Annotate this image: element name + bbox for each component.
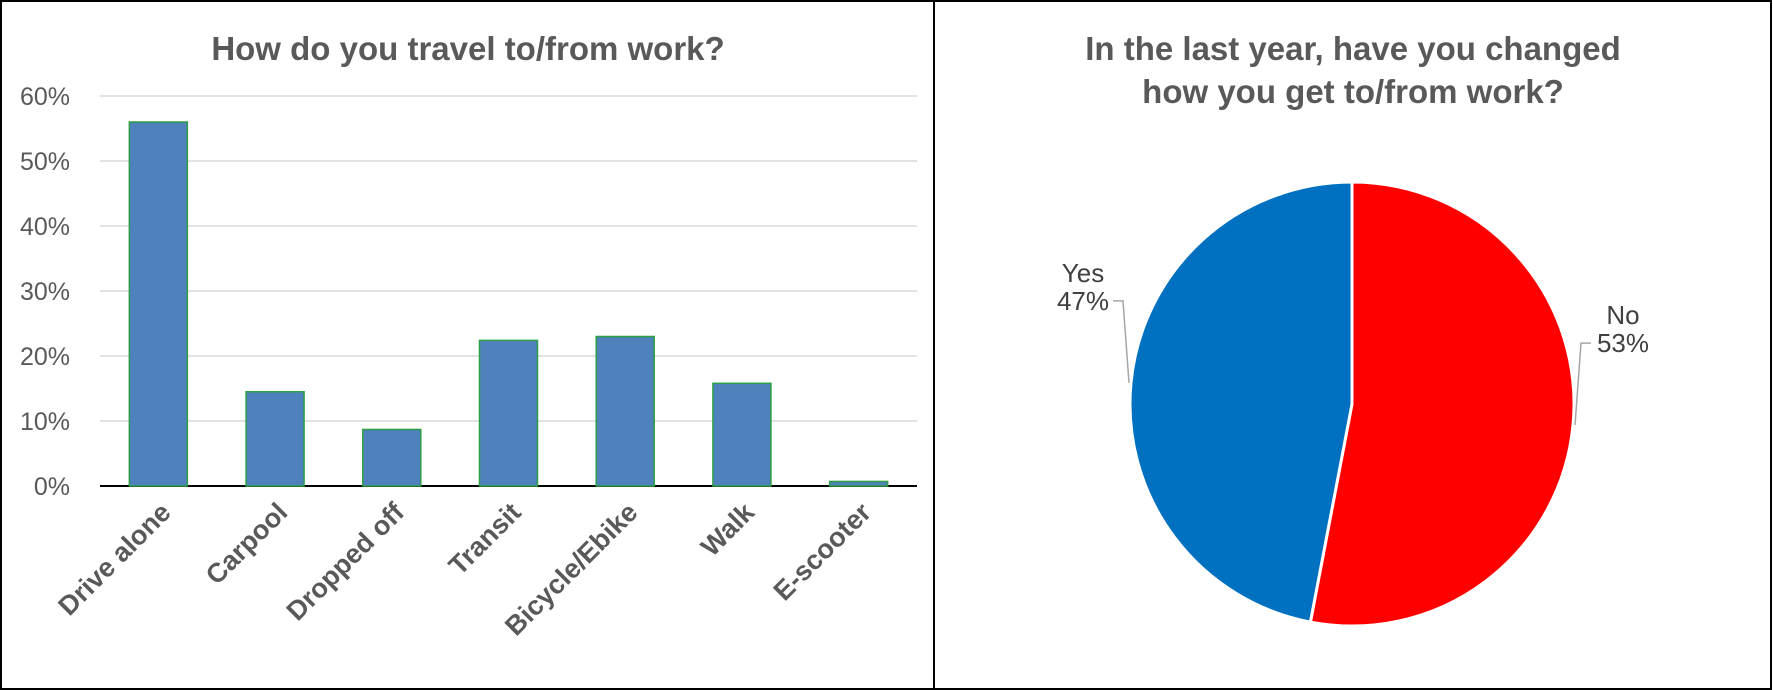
bar-category-label: Walk <box>695 496 761 562</box>
bar-transit <box>478 339 539 487</box>
bar-y-tick-label: 10% <box>20 408 70 436</box>
bar-y-axis-ticks: 0% 10% 20% 30% 40% 50% 60% <box>20 83 70 501</box>
pie-label-yes: Yes <box>1062 258 1104 288</box>
bar-chart-title: How do you travel to/from work? <box>211 30 724 67</box>
pie-panel-border <box>933 0 1772 690</box>
bar-carpool <box>245 391 305 487</box>
bar-e-scooter <box>828 480 889 487</box>
pie-value-no: 53% <box>1597 328 1649 358</box>
pie-leader-line <box>1112 300 1130 383</box>
bar-category-label: Transit <box>443 497 527 581</box>
bar-category-label: Dropped off <box>281 496 411 626</box>
bar-y-tick-label: 0% <box>34 473 70 501</box>
bar-series <box>128 121 889 487</box>
bar-y-tick-label: 30% <box>20 278 70 306</box>
pie-chart-title-line1: In the last year, have you changed <box>1085 30 1621 67</box>
pie-leader-line <box>1574 342 1592 426</box>
bar-category-label: E-scooter <box>768 497 878 607</box>
pie-slices <box>1128 180 1576 628</box>
pie-chart-title-line2: how you get to/from work? <box>1142 73 1564 110</box>
bar-bicycle-ebike <box>595 335 655 487</box>
bar-y-tick-label: 40% <box>20 213 70 241</box>
bar-category-label: Drive alone <box>52 497 176 621</box>
bar-y-tick-label: 20% <box>20 343 70 371</box>
bar-y-tick-label: 60% <box>20 83 70 111</box>
bar-walk <box>712 382 772 487</box>
pie-slice-yes <box>1128 180 1354 624</box>
pie-slice-no <box>1308 180 1576 628</box>
bar-drive-alone <box>128 121 189 487</box>
bar-y-tick-label: 50% <box>20 148 70 176</box>
pie-value-yes: 47% <box>1057 286 1109 316</box>
bar-dropped-off <box>362 428 422 487</box>
pie-label-no: No <box>1606 300 1639 330</box>
bar-category-label: Carpool <box>200 497 293 590</box>
